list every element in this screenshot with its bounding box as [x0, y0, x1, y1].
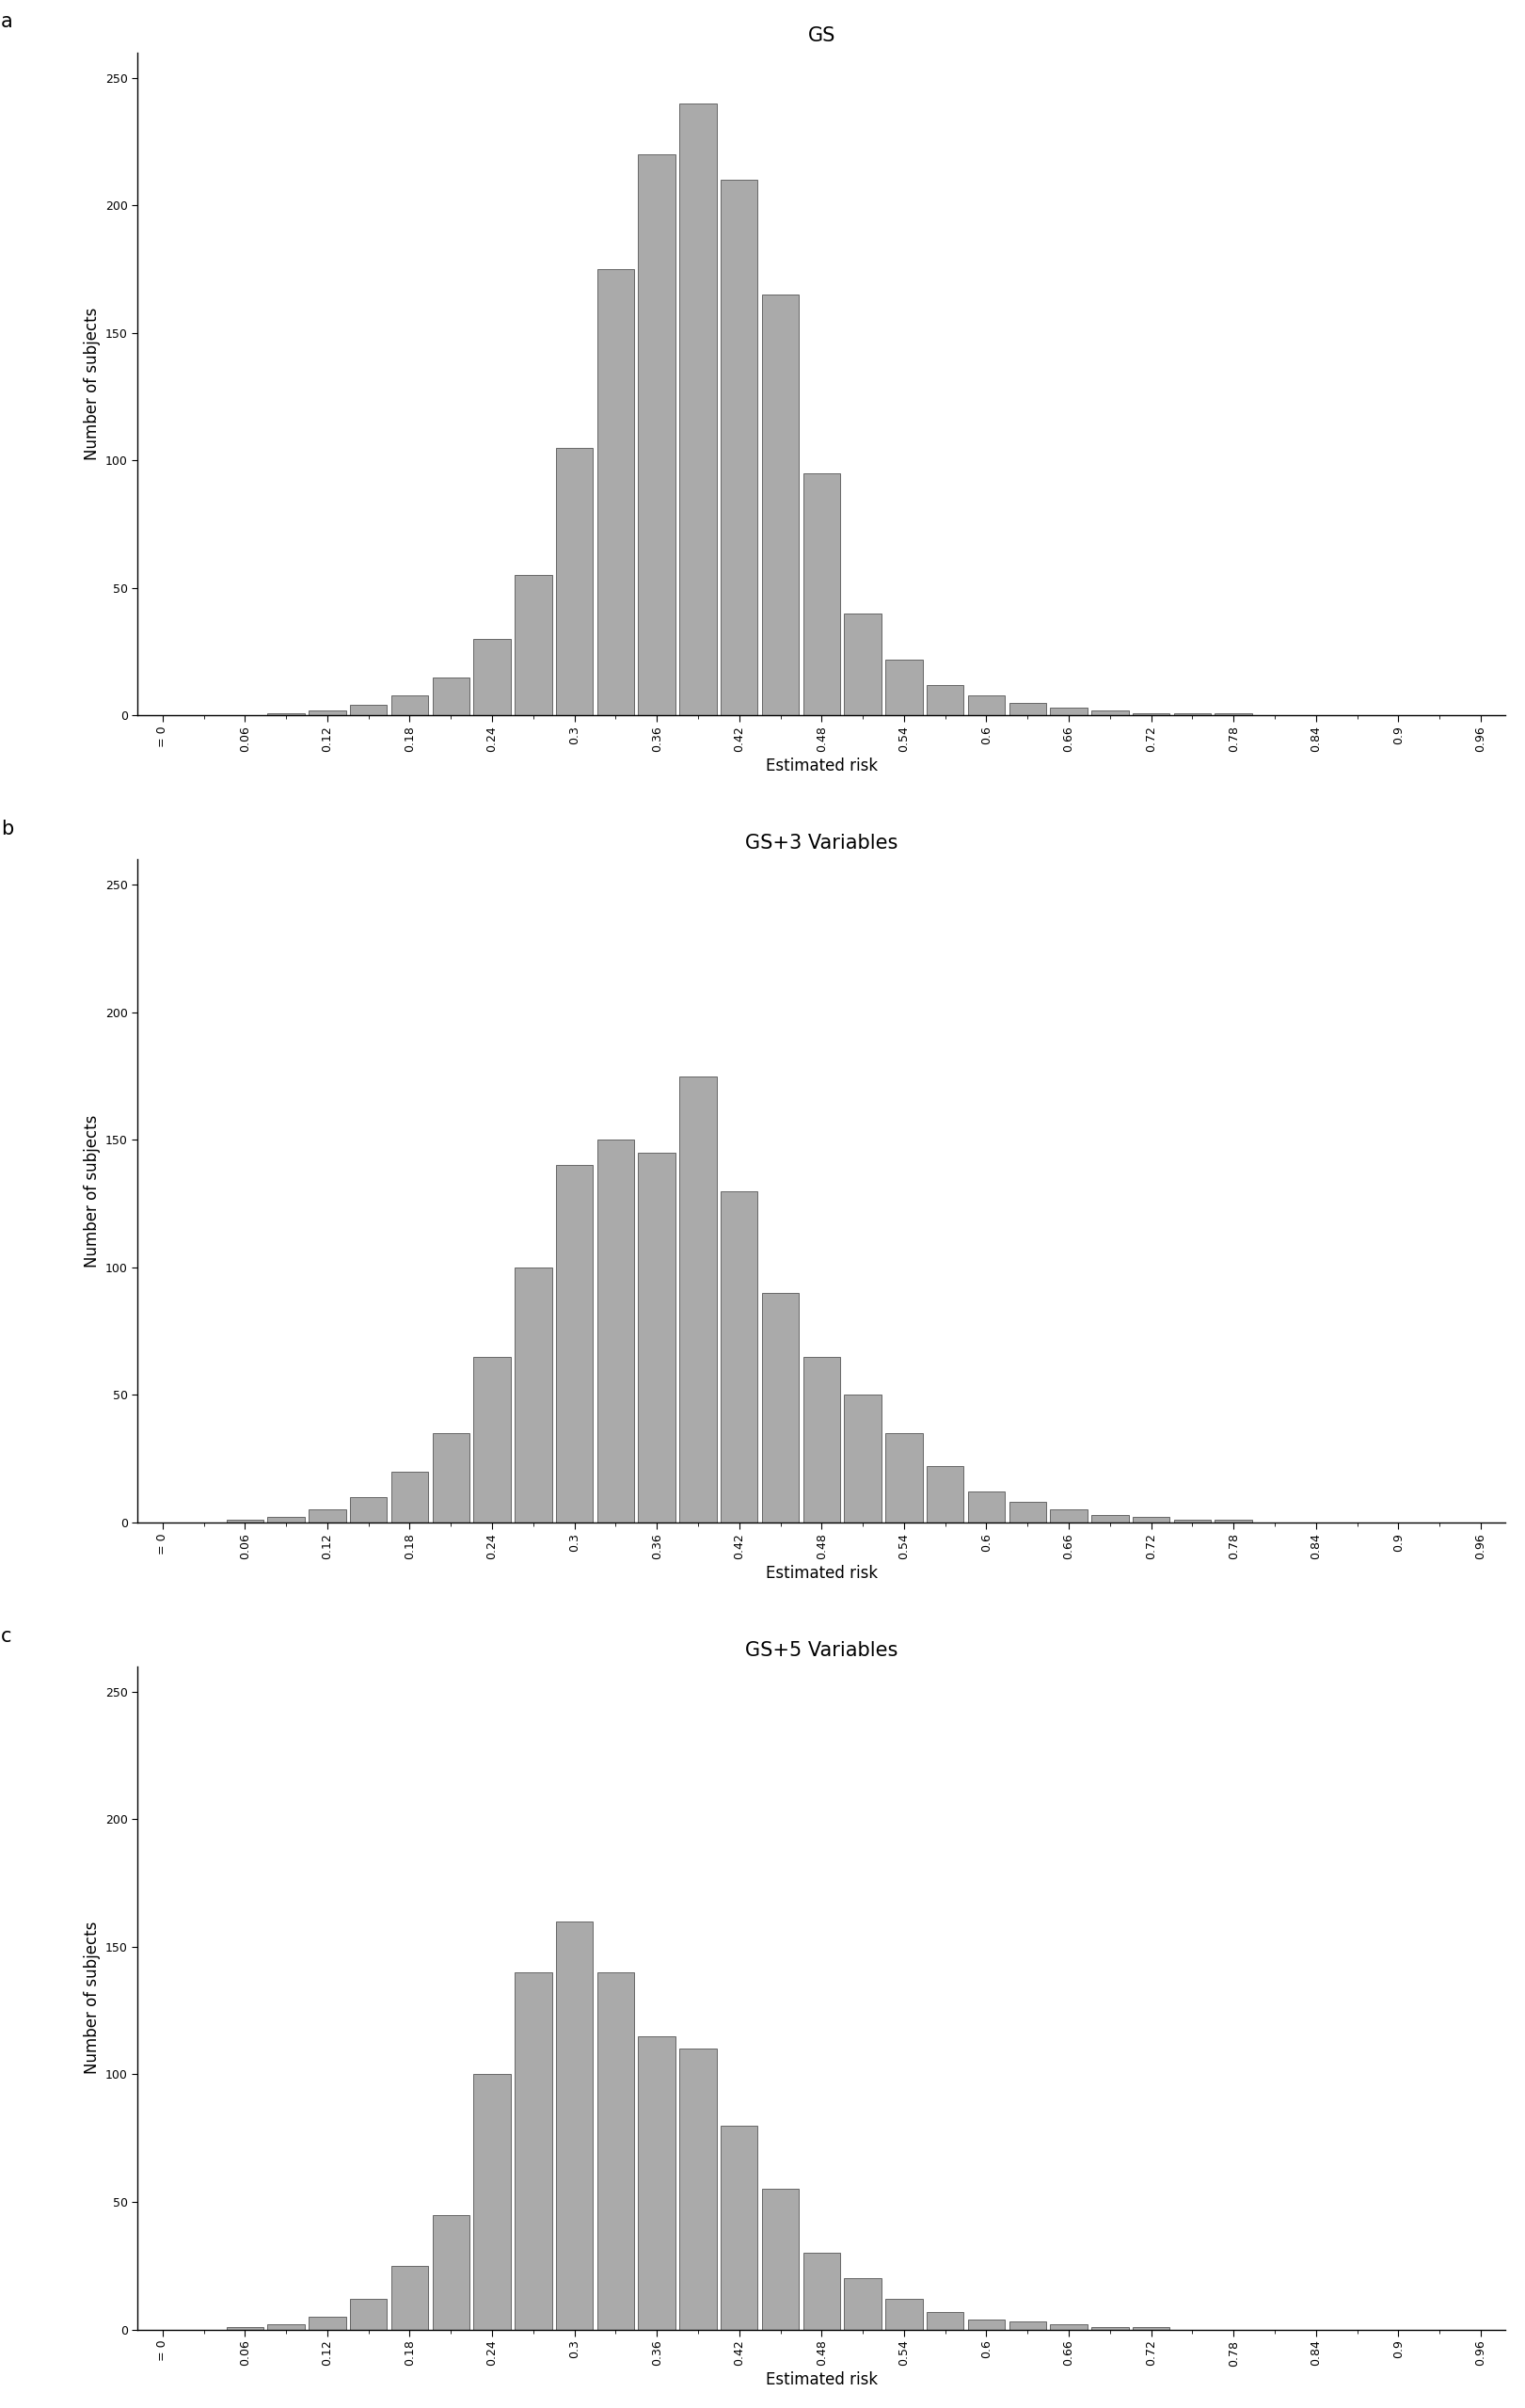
Bar — [927, 684, 964, 715]
Bar — [845, 1394, 881, 1522]
Bar — [968, 696, 1005, 715]
Bar — [1010, 1503, 1046, 1522]
Bar — [1133, 1517, 1170, 1522]
Bar — [639, 2037, 676, 2329]
Bar — [1051, 1510, 1087, 1522]
Bar — [390, 696, 429, 715]
Bar — [515, 1267, 552, 1522]
Bar — [721, 2126, 758, 2329]
Bar — [804, 1356, 840, 1522]
Bar — [390, 2266, 429, 2329]
Title: GS: GS — [808, 26, 836, 46]
X-axis label: Estimated risk: Estimated risk — [766, 1565, 877, 1582]
Bar — [927, 2312, 964, 2329]
Bar — [927, 1466, 964, 1522]
Bar — [557, 448, 593, 715]
Text: c: c — [2, 1625, 12, 1645]
Bar — [762, 1293, 799, 1522]
Bar — [845, 2278, 881, 2329]
Bar — [1174, 713, 1211, 715]
Bar — [886, 1433, 923, 1522]
Text: a: a — [2, 12, 14, 31]
Bar — [845, 614, 881, 715]
Y-axis label: Number of subjects: Number of subjects — [84, 1922, 101, 2073]
Bar — [308, 710, 346, 715]
Y-axis label: Number of subjects: Number of subjects — [84, 308, 101, 460]
Bar — [680, 1076, 717, 1522]
Bar — [390, 1471, 429, 1522]
Bar — [804, 472, 840, 715]
Bar — [598, 1972, 634, 2329]
Bar — [267, 2324, 305, 2329]
Bar — [308, 1510, 346, 1522]
Bar — [432, 1433, 470, 1522]
Bar — [267, 1517, 305, 1522]
Title: GS+3 Variables: GS+3 Variables — [746, 833, 898, 852]
Bar — [349, 1498, 387, 1522]
Bar — [680, 104, 717, 715]
Bar — [557, 1922, 593, 2329]
Bar — [432, 677, 470, 715]
X-axis label: Estimated risk: Estimated risk — [766, 2372, 877, 2389]
Bar — [349, 706, 387, 715]
Bar — [639, 154, 676, 715]
Bar — [473, 1356, 511, 1522]
Bar — [1010, 703, 1046, 715]
Bar — [226, 2326, 264, 2329]
Bar — [886, 660, 923, 715]
Bar — [1092, 710, 1128, 715]
Text: b: b — [2, 819, 14, 838]
X-axis label: Estimated risk: Estimated risk — [766, 759, 877, 775]
Bar — [308, 2316, 346, 2329]
Bar — [762, 294, 799, 715]
Bar — [267, 713, 305, 715]
Bar — [473, 2073, 511, 2329]
Title: GS+5 Variables: GS+5 Variables — [746, 1640, 898, 1659]
Bar — [968, 2319, 1005, 2329]
Y-axis label: Number of subjects: Number of subjects — [84, 1115, 101, 1267]
Bar — [1051, 708, 1087, 715]
Bar — [762, 2189, 799, 2329]
Bar — [432, 2215, 470, 2329]
Bar — [1215, 713, 1252, 715]
Bar — [598, 270, 634, 715]
Bar — [680, 2049, 717, 2329]
Bar — [515, 576, 552, 715]
Bar — [721, 1192, 758, 1522]
Bar — [1215, 1519, 1252, 1522]
Bar — [804, 2254, 840, 2329]
Bar — [557, 1165, 593, 1522]
Bar — [639, 1153, 676, 1522]
Bar — [1133, 2326, 1170, 2329]
Bar — [473, 638, 511, 715]
Bar — [1092, 1515, 1128, 1522]
Bar — [1133, 713, 1170, 715]
Bar — [721, 181, 758, 715]
Bar — [1010, 2321, 1046, 2329]
Bar — [226, 1519, 264, 1522]
Bar — [1051, 2324, 1087, 2329]
Bar — [886, 2300, 923, 2329]
Bar — [1092, 2326, 1128, 2329]
Bar — [515, 1972, 552, 2329]
Bar — [598, 1139, 634, 1522]
Bar — [1174, 1519, 1211, 1522]
Bar — [968, 1493, 1005, 1522]
Bar — [349, 2300, 387, 2329]
